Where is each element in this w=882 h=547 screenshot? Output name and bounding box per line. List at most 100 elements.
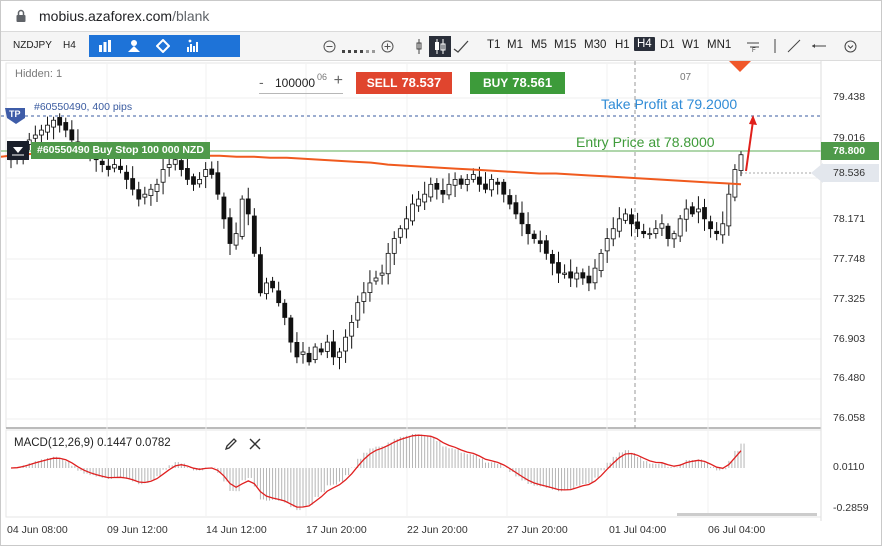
- order-drag-handle[interactable]: [7, 141, 29, 160]
- user-icon[interactable]: [127, 39, 141, 53]
- indicators-icon[interactable]: [186, 39, 200, 53]
- candle-body: [616, 218, 622, 232]
- chart-canvas[interactable]: [1, 61, 881, 547]
- address-bar[interactable]: mobius.azaforex.com/blank: [1, 1, 881, 32]
- candle-body: [215, 172, 221, 195]
- tab-timeframe-mn1[interactable]: MN1: [707, 39, 732, 51]
- tab-timeframe-m5[interactable]: M5: [531, 39, 547, 51]
- candle-body: [689, 206, 695, 215]
- vertical-line-icon[interactable]: [772, 39, 778, 56]
- buy-button[interactable]: BUY 78.561: [470, 72, 565, 94]
- chart-toolbar: NZDJPY H4: [1, 32, 881, 61]
- zoom-out-icon[interactable]: [323, 40, 336, 56]
- timeframe-selector[interactable]: H4: [63, 40, 76, 51]
- horizontal-line-icon[interactable]: [812, 39, 826, 56]
- url-text[interactable]: mobius.azaforex.com/blank: [39, 8, 209, 24]
- tab-timeframe-m15[interactable]: M15: [554, 39, 577, 51]
- candle-body: [136, 189, 142, 200]
- bar-chart-icon[interactable]: [98, 39, 112, 53]
- quantity-value[interactable]: 100000: [275, 76, 316, 90]
- tab-timeframe-h4[interactable]: H4: [634, 37, 655, 51]
- grid-lines: [6, 63, 821, 517]
- trend-line-icon[interactable]: [787, 39, 801, 56]
- lock-icon: [15, 9, 27, 23]
- candle-body: [513, 202, 519, 215]
- tab-timeframe-h1[interactable]: H1: [615, 39, 630, 51]
- candle-body: [659, 223, 665, 229]
- candle-body: [452, 179, 458, 186]
- period-marker-triangle[interactable]: [729, 61, 751, 72]
- candle-body: [416, 198, 421, 207]
- candle-body: [166, 164, 172, 168]
- candle-body: [501, 181, 507, 195]
- candle-body: [623, 213, 628, 221]
- candle-body: [507, 195, 513, 205]
- candle-body: [580, 272, 586, 279]
- zoom-in-icon[interactable]: [381, 40, 394, 56]
- line-chart-icon[interactable]: [453, 39, 469, 56]
- candle-body: [300, 351, 306, 355]
- pending-order-label[interactable]: #60550490 Buy Stop 100 000 NZD: [31, 142, 210, 159]
- candle-body: [203, 169, 209, 177]
- svg-text:F: F: [752, 48, 756, 53]
- scale-icon[interactable]: F: [746, 39, 760, 56]
- tools-group: [89, 35, 240, 57]
- candle-body: [708, 221, 713, 230]
- x-axis-label: 04 Jun 08:00: [7, 524, 68, 536]
- candles-icon[interactable]: [429, 36, 451, 57]
- tab-timeframe-d1[interactable]: D1: [660, 39, 675, 51]
- hidden-orders-label[interactable]: Hidden: 1: [15, 68, 63, 80]
- quantity-stepper[interactable]: - 100000 06 +: [259, 72, 343, 94]
- settings-circle-icon[interactable]: [844, 40, 857, 56]
- candle-body: [641, 230, 647, 235]
- macd-y-label: 0.0110: [833, 461, 865, 473]
- edit-indicator-icon[interactable]: [224, 437, 238, 456]
- drawing-tools-icon[interactable]: [155, 38, 171, 54]
- y-axis-label: 77.325: [833, 293, 866, 305]
- symbol-selector[interactable]: NZDJPY: [13, 40, 52, 51]
- y-axis-label: 79.438: [833, 91, 866, 103]
- candle-body: [142, 193, 148, 198]
- quantity-decrement-button[interactable]: -: [259, 74, 264, 90]
- tab-timeframe-m1[interactable]: M1: [507, 39, 523, 51]
- candle-body: [592, 267, 598, 284]
- candle-body: [361, 292, 367, 302]
- candle-body: [349, 321, 355, 337]
- candle-body: [635, 221, 640, 230]
- candle-body: [312, 346, 318, 360]
- x-axis-label: 14 Jun 12:00: [206, 524, 267, 536]
- x-axis-label: 01 Jul 04:00: [609, 524, 667, 536]
- x-axis-label: 09 Jun 12:00: [107, 524, 168, 536]
- candle-body: [556, 262, 561, 274]
- main-pane-frame: [5, 62, 822, 429]
- candle-body: [39, 129, 44, 136]
- tab-timeframe-t1[interactable]: T1: [487, 39, 501, 51]
- candle-body: [495, 181, 501, 185]
- candle-body: [239, 198, 245, 237]
- tab-timeframe-w1[interactable]: W1: [682, 39, 700, 51]
- chart-scrollbar[interactable]: [677, 513, 817, 516]
- candle-body: [440, 190, 446, 195]
- chart-area[interactable]: Hidden: 1 - 100000 06 + SELL 78.537 BUY 78…: [1, 61, 881, 547]
- tab-timeframe-m30[interactable]: M30: [584, 39, 607, 51]
- candle-body: [531, 233, 537, 239]
- candle-body: [245, 198, 251, 215]
- dots-icon: [342, 45, 376, 57]
- tp-badge[interactable]: TP: [5, 108, 27, 124]
- candle-body: [124, 171, 129, 180]
- sell-button[interactable]: SELL 78.537: [356, 72, 452, 94]
- quantity-increment-button[interactable]: +: [333, 72, 343, 89]
- candle-body: [604, 238, 610, 252]
- remove-indicator-icon[interactable]: [248, 437, 262, 456]
- candle-body: [373, 277, 379, 282]
- candle-body: [714, 230, 720, 235]
- sell-label: SELL: [366, 76, 398, 90]
- x-axis-label: 17 Jun 20:00: [306, 524, 367, 536]
- candle-body: [294, 341, 300, 358]
- candle-body: [221, 196, 227, 220]
- sell-price: 78.537: [401, 75, 442, 90]
- candle-body: [154, 183, 160, 192]
- crosshair-icon[interactable]: [414, 39, 424, 57]
- candle-body: [282, 302, 288, 318]
